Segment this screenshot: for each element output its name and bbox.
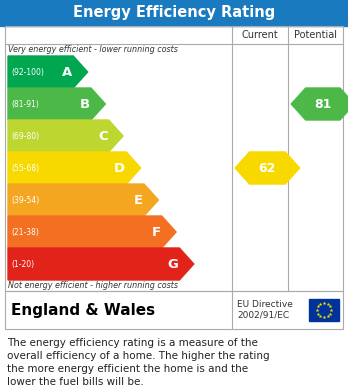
Text: (69-80): (69-80): [11, 131, 39, 140]
Bar: [5, 26, 343, 291]
Polygon shape: [8, 152, 141, 184]
Text: (81-91): (81-91): [11, 99, 39, 108]
Polygon shape: [8, 184, 158, 216]
Text: E: E: [134, 194, 143, 206]
Polygon shape: [8, 120, 123, 152]
Text: overall efficiency of a home. The higher the rating: overall efficiency of a home. The higher…: [7, 351, 270, 361]
Text: the more energy efficient the home is and the: the more energy efficient the home is an…: [7, 364, 248, 374]
Bar: [0, 0, 348, 26]
Text: Potential: Potential: [294, 30, 337, 40]
Text: G: G: [167, 258, 179, 271]
Polygon shape: [8, 216, 176, 248]
Polygon shape: [291, 88, 348, 120]
Text: Energy Efficiency Rating: Energy Efficiency Rating: [73, 5, 275, 20]
Text: D: D: [114, 161, 125, 174]
Bar: [309, 299, 339, 321]
Text: (1-20): (1-20): [11, 260, 34, 269]
Text: (39-54): (39-54): [11, 196, 39, 204]
Text: C: C: [98, 129, 108, 142]
Bar: [5, 291, 343, 329]
Text: 81: 81: [314, 97, 332, 111]
Text: lower the fuel bills will be.: lower the fuel bills will be.: [7, 377, 144, 387]
Polygon shape: [235, 152, 300, 184]
Text: 62: 62: [259, 161, 276, 174]
Text: (92-100): (92-100): [11, 68, 44, 77]
Text: F: F: [152, 226, 161, 239]
Text: England & Wales: England & Wales: [11, 303, 155, 317]
Polygon shape: [8, 56, 88, 88]
Text: EU Directive
2002/91/EC: EU Directive 2002/91/EC: [237, 300, 293, 320]
Text: B: B: [80, 97, 90, 111]
Text: Very energy efficient - lower running costs: Very energy efficient - lower running co…: [8, 45, 178, 54]
Polygon shape: [8, 248, 194, 280]
Text: Current: Current: [242, 30, 278, 40]
Text: A: A: [62, 66, 72, 79]
Text: Not energy efficient - higher running costs: Not energy efficient - higher running co…: [8, 281, 178, 290]
Text: (21-38): (21-38): [11, 228, 39, 237]
Text: The energy efficiency rating is a measure of the: The energy efficiency rating is a measur…: [7, 338, 258, 348]
Text: (55-68): (55-68): [11, 163, 39, 172]
Polygon shape: [8, 88, 105, 120]
